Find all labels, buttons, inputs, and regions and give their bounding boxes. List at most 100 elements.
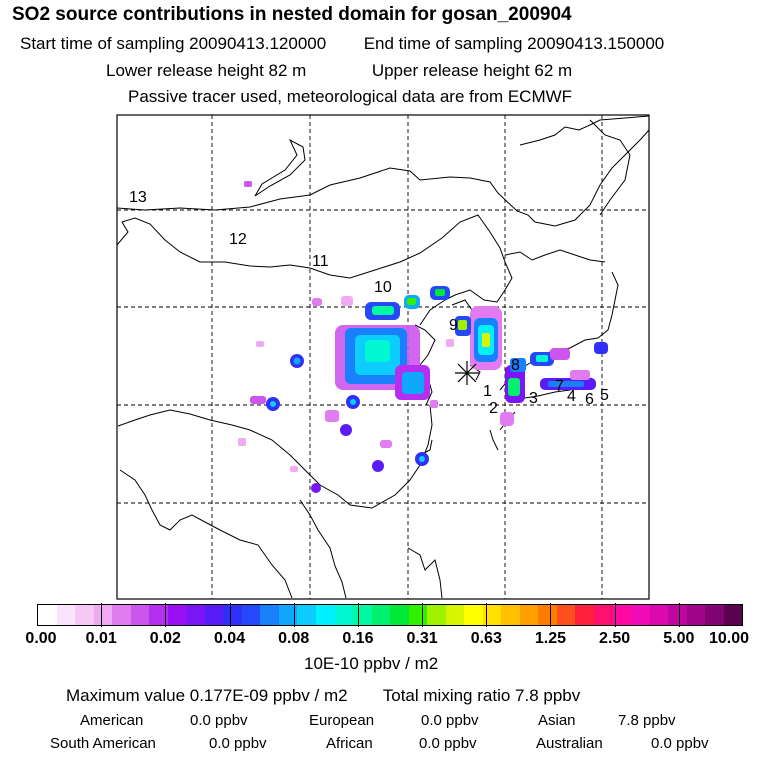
australian-value: 0.0 ppbv bbox=[651, 735, 709, 752]
colorbar-ticks: 0.00 0.01 0.02 0.04 0.08 0.16 0.31 0.63 1.25 2.50… bbox=[0, 603, 768, 663]
region-label: 12 bbox=[229, 231, 247, 248]
region-label: 2 bbox=[489, 400, 498, 417]
european-label: European bbox=[309, 712, 375, 729]
colorbar-tick-label: 0.04 bbox=[213, 630, 246, 647]
colorbar-tick-label: 2.50 bbox=[599, 630, 631, 647]
colorbar-segment bbox=[575, 605, 594, 625]
colorbar-segment bbox=[668, 605, 687, 625]
region-label: 7 bbox=[555, 378, 564, 395]
colorbar-segment bbox=[334, 605, 354, 625]
colorbar-tick bbox=[678, 603, 680, 627]
south-american-label: South American bbox=[50, 735, 156, 752]
colorbar-segment bbox=[631, 605, 650, 625]
colorbar-segment bbox=[519, 605, 539, 625]
colorbar-segment bbox=[464, 605, 483, 625]
total-mixing-label: Total mixing ratio 7.8 ppbv bbox=[382, 686, 581, 705]
colorbar-tick bbox=[293, 603, 295, 627]
colorbar-segment bbox=[723, 605, 743, 625]
colorbar-segment bbox=[167, 605, 187, 625]
colorbar-segment bbox=[75, 605, 94, 625]
region-label: 11 bbox=[312, 253, 329, 270]
region-label: 4 bbox=[567, 388, 576, 405]
region-label: 5 bbox=[600, 387, 609, 404]
colorbar bbox=[37, 604, 743, 626]
max-value-label: Maximum value 0.177E-09 ppbv / m2 bbox=[66, 686, 348, 705]
colorbar-tick-label: 0.08 bbox=[278, 630, 310, 647]
colorbar-tick-label: 0.02 bbox=[149, 630, 181, 647]
colorbar-segment bbox=[705, 605, 724, 625]
colorbar-tick bbox=[101, 603, 103, 627]
colorbar-segment bbox=[223, 605, 242, 625]
colorbar-segment bbox=[315, 605, 335, 625]
european-value: 0.0 ppbv bbox=[421, 712, 479, 729]
colorbar-tick-label: 0.00 bbox=[25, 630, 57, 647]
colorbar-segment bbox=[130, 605, 150, 625]
region-label: 13 bbox=[129, 189, 147, 206]
tracer-note: Passive tracer used, meteorological data… bbox=[128, 87, 573, 106]
colorbar-tick-label: 1.25 bbox=[534, 630, 567, 647]
receptor-asterisk-icon bbox=[455, 361, 479, 385]
sampling-times: Start time of sampling 20090413.120000 E… bbox=[20, 34, 664, 54]
colorbar-segment bbox=[501, 605, 520, 625]
contribution-field bbox=[238, 181, 608, 493]
colorbar-segment bbox=[538, 605, 557, 625]
colorbar-segment bbox=[186, 605, 205, 625]
american-value: 0.0 ppbv bbox=[190, 712, 248, 729]
release-heights: Lower release height 82 m Upper release … bbox=[106, 61, 572, 81]
colorbar-segment bbox=[260, 605, 279, 625]
colorbar-tick bbox=[422, 603, 424, 627]
australian-label: Australian bbox=[536, 735, 603, 752]
colorbar-segment bbox=[593, 605, 613, 625]
region-label: 9 bbox=[449, 317, 458, 334]
colorbar-segment bbox=[241, 605, 261, 625]
colorbar-tick-label: 0.01 bbox=[85, 630, 117, 647]
colorbar-segment bbox=[482, 605, 502, 625]
asian-label: Asian bbox=[538, 712, 576, 729]
colorbar-segment bbox=[297, 605, 316, 625]
colorbar-segment bbox=[93, 605, 113, 625]
asian-value: 7.8 ppbv bbox=[618, 712, 676, 729]
colorbar-segment bbox=[556, 605, 576, 625]
colorbar-tick-label: 0.31 bbox=[406, 630, 438, 647]
colorbar-segment bbox=[686, 605, 706, 625]
colorbar-tick-label: 10.00 bbox=[708, 630, 750, 647]
colorbar-tick bbox=[229, 603, 231, 627]
region-label: 10 bbox=[374, 279, 392, 296]
region-label: 3 bbox=[529, 390, 538, 407]
colorbar-segment bbox=[445, 605, 465, 625]
colorbar-tick bbox=[486, 603, 488, 627]
region-label: 8 bbox=[511, 357, 520, 374]
coastlines bbox=[116, 115, 650, 599]
region-labels: 1 2 3 4 5 6 7 8 9 10 11 12 13 bbox=[129, 189, 609, 417]
lower-release-label: Lower release height 82 m bbox=[106, 61, 307, 80]
colorbar-segment bbox=[149, 605, 168, 625]
colorbar-segment bbox=[38, 605, 57, 625]
african-value: 0.0 ppbv bbox=[419, 735, 477, 752]
colorbar-units: 10E-10 ppbv / m2 bbox=[304, 654, 439, 673]
colorbar-segment bbox=[353, 605, 372, 625]
end-time-label: End time of sampling 20090413.150000 bbox=[363, 34, 665, 53]
colorbar-segment bbox=[390, 605, 409, 625]
colorbar-segment bbox=[649, 605, 669, 625]
colorbar-tick bbox=[550, 603, 552, 627]
stats-summary: Maximum value 0.177E-09 ppbv / m2 Total … bbox=[66, 686, 580, 706]
colorbar-segment bbox=[612, 605, 631, 625]
colorbar-tick-label: 5.00 bbox=[663, 630, 695, 647]
colorbar-tick-label: 0.16 bbox=[342, 630, 374, 647]
colorbar-segment bbox=[56, 605, 76, 625]
colorbar-tick bbox=[357, 603, 359, 627]
colorbar-segment bbox=[204, 605, 224, 625]
page-title: SO2 source contributions in nested domai… bbox=[12, 4, 572, 25]
colorbar-segment bbox=[278, 605, 298, 625]
upper-release-label: Upper release height 62 m bbox=[371, 61, 573, 80]
african-label: African bbox=[326, 735, 373, 752]
colorbar-segment bbox=[427, 605, 446, 625]
colorbar-tick-label: 0.63 bbox=[470, 630, 502, 647]
region-label: 6 bbox=[585, 391, 594, 408]
colorbar-tick bbox=[614, 603, 616, 627]
start-time-label: Start time of sampling 20090413.120000 bbox=[20, 34, 327, 53]
colorbar-segment bbox=[371, 605, 391, 625]
colorbar-segment bbox=[112, 605, 131, 625]
colorbar-tick bbox=[165, 603, 167, 627]
region-label: 1 bbox=[483, 383, 492, 400]
